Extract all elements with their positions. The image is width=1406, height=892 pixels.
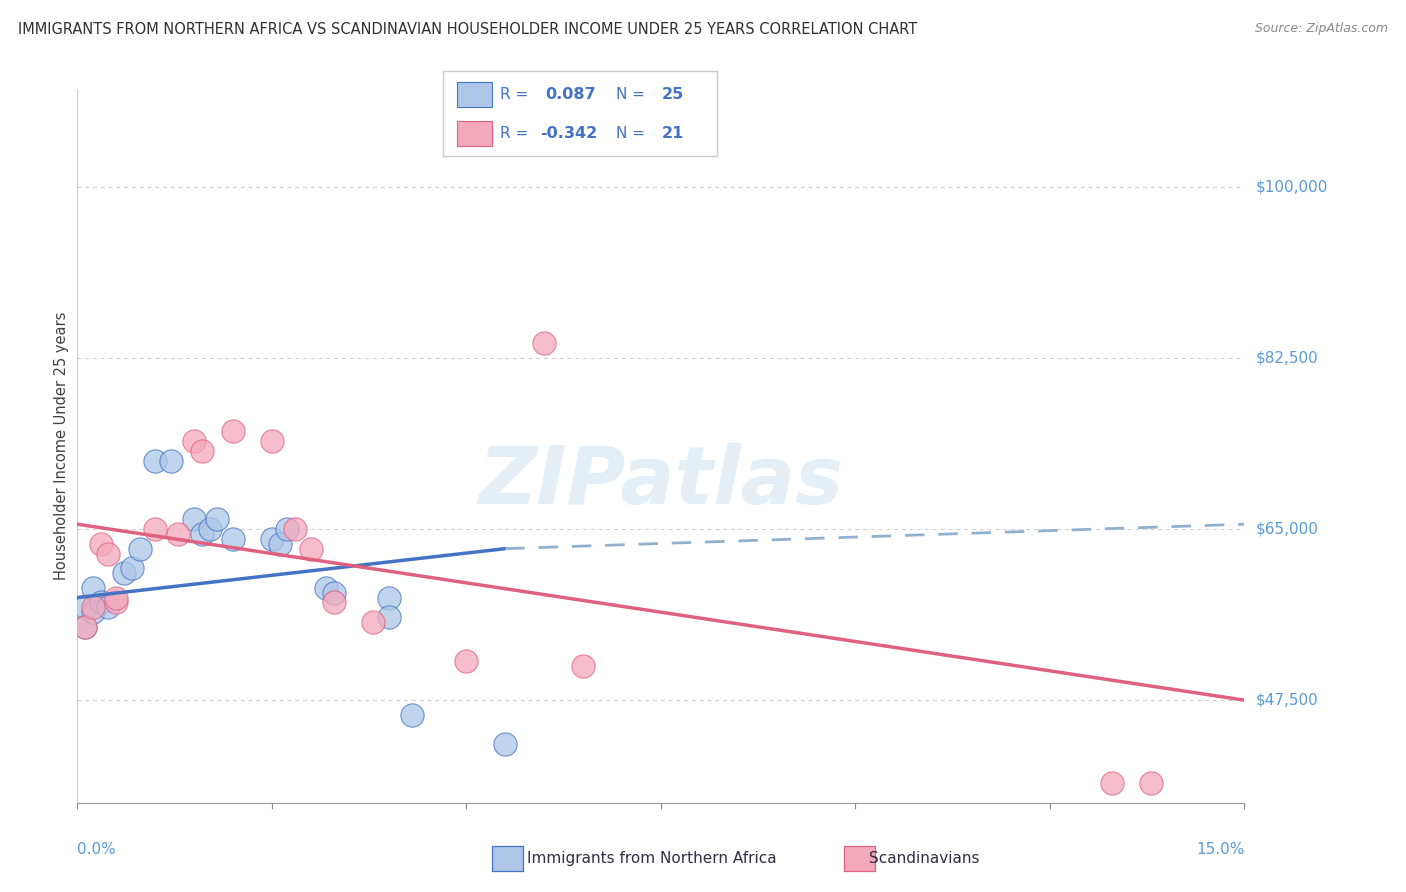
Bar xyxy=(457,120,492,146)
Point xyxy=(323,585,346,599)
Point xyxy=(75,620,97,634)
Text: 25: 25 xyxy=(662,87,685,102)
Point xyxy=(222,425,245,439)
Point xyxy=(97,600,120,615)
Text: Immigrants from Northern Africa: Immigrants from Northern Africa xyxy=(527,851,778,865)
Text: 21: 21 xyxy=(662,126,685,141)
Text: $65,000: $65,000 xyxy=(1256,522,1319,537)
Point xyxy=(401,707,423,722)
Point xyxy=(315,581,337,595)
Point xyxy=(105,595,128,609)
Point xyxy=(143,453,166,467)
Point xyxy=(222,532,245,546)
Point xyxy=(323,595,346,609)
Point xyxy=(191,443,214,458)
Text: ZIPatlas: ZIPatlas xyxy=(478,442,844,521)
Text: 15.0%: 15.0% xyxy=(1197,842,1244,856)
Point xyxy=(299,541,322,556)
Point xyxy=(128,541,150,556)
Point xyxy=(276,522,298,536)
Text: N =: N = xyxy=(616,87,650,102)
Point xyxy=(260,434,283,449)
Point xyxy=(198,522,221,536)
Point xyxy=(533,336,555,351)
Point xyxy=(159,453,181,467)
Point xyxy=(377,591,399,605)
Point xyxy=(167,527,190,541)
Point xyxy=(191,527,214,541)
Point xyxy=(284,522,307,536)
Point xyxy=(105,591,128,605)
Point xyxy=(207,512,229,526)
Point xyxy=(572,659,595,673)
Point xyxy=(1140,776,1163,790)
Bar xyxy=(457,81,492,107)
Point xyxy=(82,581,104,595)
Point xyxy=(75,600,97,615)
Text: Scandinavians: Scandinavians xyxy=(869,851,980,865)
Text: 0.087: 0.087 xyxy=(546,87,596,102)
Text: $82,500: $82,500 xyxy=(1256,351,1319,366)
Point xyxy=(112,566,135,580)
Point xyxy=(90,537,112,551)
Text: R =: R = xyxy=(501,87,534,102)
Point xyxy=(143,522,166,536)
Y-axis label: Householder Income Under 25 years: Householder Income Under 25 years xyxy=(53,312,69,580)
Point xyxy=(183,434,205,449)
Point xyxy=(75,620,97,634)
Point xyxy=(121,561,143,575)
Point xyxy=(361,615,384,629)
Point xyxy=(269,537,291,551)
Point xyxy=(260,532,283,546)
Point xyxy=(1101,776,1123,790)
Point xyxy=(494,737,516,751)
Text: N =: N = xyxy=(616,126,650,141)
Text: 0.0%: 0.0% xyxy=(77,842,117,856)
Text: IMMIGRANTS FROM NORTHERN AFRICA VS SCANDINAVIAN HOUSEHOLDER INCOME UNDER 25 YEAR: IMMIGRANTS FROM NORTHERN AFRICA VS SCAND… xyxy=(18,22,918,37)
Text: -0.342: -0.342 xyxy=(540,126,598,141)
Point xyxy=(82,605,104,619)
Point xyxy=(82,600,104,615)
Text: Source: ZipAtlas.com: Source: ZipAtlas.com xyxy=(1254,22,1388,36)
Point xyxy=(456,654,478,668)
Point xyxy=(183,512,205,526)
Text: $47,500: $47,500 xyxy=(1256,693,1319,707)
Text: $100,000: $100,000 xyxy=(1256,179,1327,194)
Point xyxy=(90,595,112,609)
Text: R =: R = xyxy=(501,126,534,141)
Point xyxy=(377,610,399,624)
Point xyxy=(97,547,120,561)
